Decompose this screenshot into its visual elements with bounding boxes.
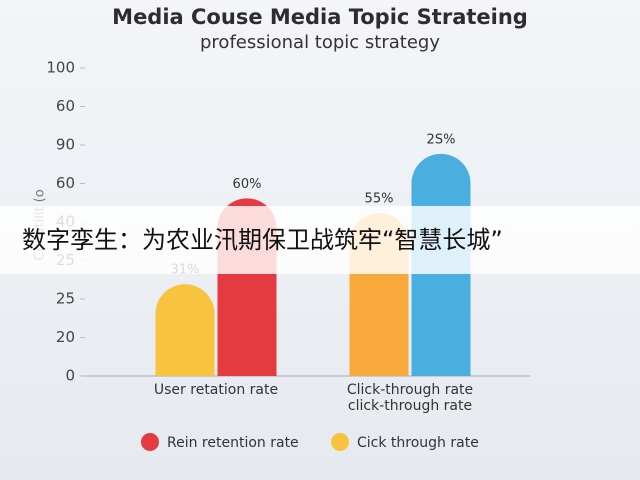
x-tick-label: Click-through rate [347, 382, 473, 398]
value-label: 55% [365, 192, 394, 207]
y-tick-label: 60 [56, 174, 75, 192]
x-tick-label: click-through rate [348, 398, 472, 414]
y-tick-label: 60 [56, 97, 75, 115]
x-tick-label: User retation rate [154, 382, 278, 398]
legend-swatch [141, 433, 159, 451]
chart-subtitle: professional topic strategy [200, 32, 440, 53]
chart-title: Media Couse Media Topic Strateing [112, 5, 528, 29]
y-tick-label: 25 [56, 290, 75, 308]
overlay-banner [0, 206, 640, 274]
legend-swatch [331, 433, 349, 451]
value-label: 2S% [427, 132, 456, 147]
legend-label: Cick through rate [357, 435, 479, 451]
bar [155, 284, 215, 376]
legend-label: Rein retention rate [167, 435, 299, 451]
value-label: 60% [233, 177, 262, 192]
y-tick-label: 100 [46, 59, 75, 77]
y-tick-label: 90 [56, 136, 75, 154]
y-tick-label: 20 [56, 328, 75, 346]
y-tick-label: 0 [65, 367, 75, 385]
overlay-text: 数字孪生：为农业汛期保卫战筑牢“智慧长城” [22, 226, 503, 254]
